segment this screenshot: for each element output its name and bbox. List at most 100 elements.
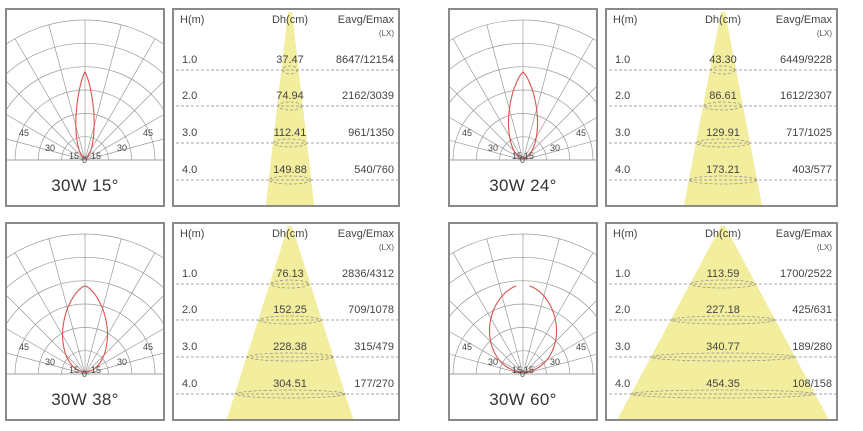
row-illuminance: 2836/4312 [342,268,394,280]
polar-grid-ring [450,257,596,284]
header-diameter: Dh(cm) [271,14,309,26]
polar-angle-label: 45 [143,128,154,138]
beam-cone-diagram [176,12,398,205]
polar-grid-spoke [7,81,86,161]
polar-angle-label: 30 [45,357,56,367]
polar-angle-label: 45 [19,342,30,352]
header-unit: (LX) [378,29,394,38]
intensity-curve [61,285,109,373]
data-table-box: H(m) Dh(cm) Eavg/Emax (LX) 1.0 76.13 2836/4312… [172,222,400,421]
polar-grid-spoke [7,352,86,375]
polar-grid-spoke [452,38,524,161]
polar-grid [7,19,163,161]
row-height: 2.0 [182,304,198,316]
header-diameter: Dh(cm) [704,14,742,26]
beam-cone-diagram [176,226,398,419]
polar-angle-label: 15 [69,151,80,161]
polar-angle-label: 45 [143,342,154,352]
row-illuminance: 315/479 [354,341,394,353]
beam-spot-ellipse [671,315,775,325]
polar-grid-spoke [84,295,163,375]
polar-diagram-box: 30W 24° 45 30 15 0 15 30 45 [448,8,598,207]
beam-spot-ellipse [690,279,756,289]
data-table-box: H(m) Dh(cm) Eavg/Emax (LX) 1.0 113.59 1700/252… [605,222,838,421]
header-illuminance: Eavg/Emax [337,14,394,26]
row-illuminance: 108/158 [792,378,832,390]
panel-caption: 30W 38° [51,390,119,409]
beam-spot-ellipse [246,352,334,362]
polar-angle-label: 15 [524,151,535,161]
row-illuminance: 403/577 [792,164,832,176]
beam-spot-ellipse [273,138,307,148]
data-table-box: H(m) Dh(cm) Eavg/Emax (LX) 1.0 37.47 8647/1215… [172,8,400,207]
polar-angle-label: 0 [520,155,526,165]
polar-grid-spoke [522,117,596,161]
row-diameter: 76.13 [276,268,304,280]
row-illuminance: 189/280 [792,341,832,353]
polar-candela-diagram [7,19,163,161]
polar-angle-label: 45 [576,128,587,138]
polar-angle-label: 30 [488,143,499,153]
polar-grid-spoke [450,354,524,375]
polar-grid-spoke [522,140,596,161]
row-height: 2.0 [615,90,631,102]
polar-grid-spoke [84,138,163,161]
polar-angle-label: 0 [520,369,526,379]
polar-grid-spoke [486,24,524,161]
polar-grid-spoke [48,238,86,375]
row-height: 3.0 [615,341,631,353]
polar-grid-spoke [7,295,86,375]
intensity-curve [507,71,539,159]
header-height: H(m) [613,228,638,240]
beam-spot-ellipse [630,389,816,399]
polar-angle-label: 30 [550,143,561,153]
beam-spot-ellipse [696,138,750,148]
row-diameter: 43.30 [709,54,737,66]
row-height: 2.0 [182,90,198,102]
polar-angle-label: 15 [524,365,535,375]
polar-angle-label: 15 [512,365,523,375]
polar-grid-spoke [14,38,86,161]
polar-grid-spoke [84,114,163,161]
polar-grid-spoke [7,328,86,375]
polar-grid-spoke [84,38,156,161]
polar-grid-spoke [522,354,596,375]
polar-grid-spoke [84,328,163,375]
polar-grid-ring [7,257,163,288]
row-diameter: 228.38 [273,341,307,353]
row-diameter: 340.77 [706,341,740,353]
row-illuminance: 717/1025 [786,127,832,139]
row-diameter: 149.88 [273,164,307,176]
polar-grid-spoke [522,238,560,375]
row-diameter: 304.51 [273,378,307,390]
polar-grid-spoke [486,238,524,375]
polar-angle-label: 0 [82,155,88,165]
polar-grid [450,19,596,161]
polar-grid-spoke [84,238,122,375]
polar-grid [7,233,163,375]
header-illuminance: Eavg/Emax [337,228,394,240]
row-diameter: 86.61 [709,90,737,102]
polar-diagram-box: 30W 15° 45 30 15 0 15 30 45 [5,8,165,207]
row-diameter: 37.47 [276,54,304,66]
row-diameter: 454.35 [706,378,740,390]
polar-angle-label: 45 [19,128,30,138]
beam-cone-diagram [609,226,836,419]
row-height: 1.0 [182,54,198,66]
row-height: 4.0 [182,164,198,176]
beam-spot-ellipse [277,101,303,111]
row-illuminance: 2162/3039 [342,90,394,102]
beam-spot-ellipse [234,389,346,399]
polar-angle-label: 15 [91,365,102,375]
row-diameter: 113.59 [706,268,740,280]
panel-caption: 30W 60° [489,390,557,409]
header-diameter: Dh(cm) [271,228,309,240]
row-illuminance: 1612/2307 [780,90,832,102]
polar-grid-spoke [7,138,86,161]
row-height: 4.0 [182,378,198,390]
header-diameter: Dh(cm) [704,228,742,240]
row-diameter: 112.41 [273,127,307,139]
row-illuminance: 8647/12154 [335,54,394,66]
polar-diagram-box: 30W 38° 45 30 15 0 15 30 45 [5,222,165,421]
polar-angle-label: 30 [488,357,499,367]
